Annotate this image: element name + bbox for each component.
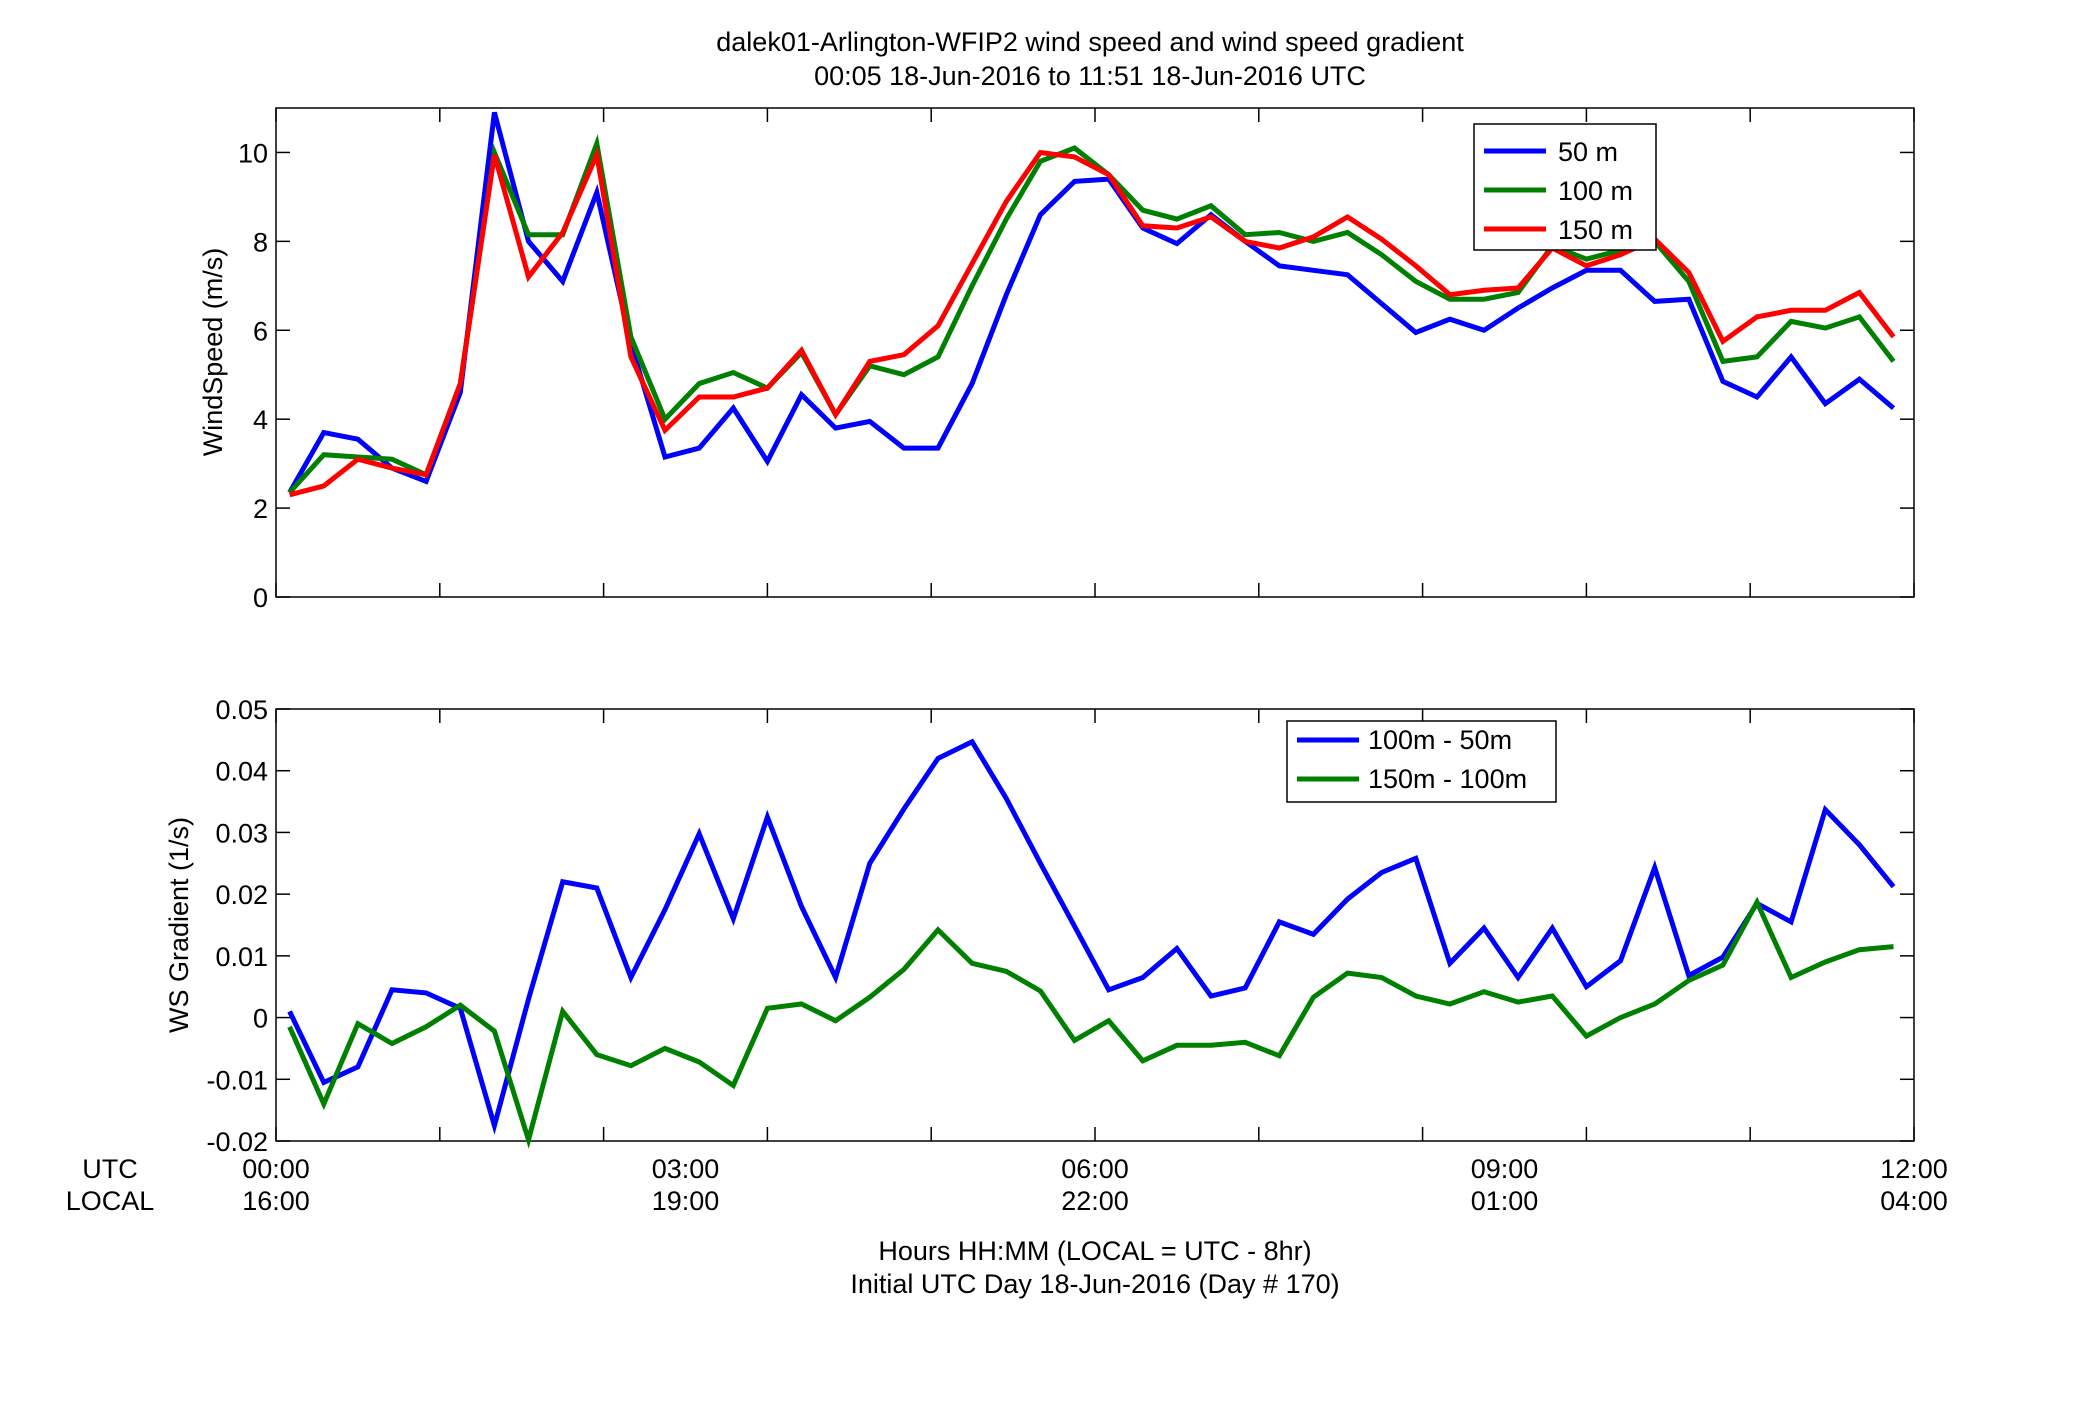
gradient-y-tick-label: 0.01 — [215, 942, 268, 972]
local-tick-label: 16:00 — [242, 1186, 310, 1216]
utc-tick-label: 06:00 — [1061, 1154, 1129, 1184]
x-axis-label-line1: Hours HH:MM (LOCAL = UTC - 8hr) — [878, 1236, 1311, 1266]
windspeed-y-tick-label: 6 — [253, 316, 268, 346]
utc-tick-label: 03:00 — [652, 1154, 720, 1184]
gradient-series-lines — [287, 738, 1896, 1149]
x-axis-label-line2: Initial UTC Day 18-Jun-2016 (Day # 170) — [850, 1269, 1339, 1299]
windspeed-y-axis-label: WindSpeed (m/s) — [198, 248, 228, 457]
local-tick-label: 22:00 — [1061, 1186, 1129, 1216]
gradient-y-tick-label: -0.02 — [206, 1127, 268, 1157]
utc-tick-label: 00:00 — [242, 1154, 310, 1184]
gradient-y-tick-label: 0.02 — [215, 880, 268, 910]
figure-title-line1: dalek01-Arlington-WFIP2 wind speed and w… — [716, 27, 1464, 57]
gradient-y-tick-label: 0.05 — [215, 695, 268, 725]
windspeed-y-ticks: 0 2 4 6 8 10 — [238, 138, 1914, 613]
windspeed-x-ticks — [275, 108, 1915, 597]
gradient-legend-box — [1286, 720, 1557, 803]
gradient-y-ticks: -0.02 -0.01 0 0.01 0.02 0.03 0.04 0.05 — [206, 695, 1914, 1157]
gradient-legend: 100m - 50m 150m - 100m — [1286, 720, 1557, 803]
gradient-y-tick-label: 0 — [253, 1004, 268, 1034]
local-tick-label: 01:00 — [1471, 1186, 1539, 1216]
windspeed-y-tick-label: 4 — [253, 405, 268, 435]
gradient-y-tick-label: 0.04 — [215, 757, 268, 787]
windspeed-panel: 0 2 4 6 8 10 WindSpeed (m/s) 50 m 100 m 150 m — [198, 107, 1915, 613]
windspeed-series-50m — [287, 111, 1896, 494]
gradient-axes-box — [275, 708, 1915, 1142]
gradient-series-150m-100m — [287, 896, 1894, 1149]
legend-label-150m: 150 m — [1558, 215, 1633, 245]
gradient-x-ticks — [275, 709, 1915, 1141]
figure-title-line2: 00:05 18-Jun-2016 to 11:51 18-Jun-2016 U… — [814, 61, 1366, 91]
windspeed-y-tick-label: 8 — [253, 227, 268, 257]
gradient-panel: -0.02 -0.01 0 0.01 0.02 0.03 0.04 0.05 WS Gradi… — [164, 695, 1915, 1157]
legend-label-100m-50m: 100m - 50m — [1368, 725, 1512, 755]
windspeed-y-tick-label: 2 — [253, 494, 268, 524]
utc-tick-label: 12:00 — [1880, 1154, 1948, 1184]
legend-label-50m: 50 m — [1558, 137, 1618, 167]
legend-label-150m-100m: 150m - 100m — [1368, 764, 1527, 794]
gradient-y-tick-label: 0.03 — [215, 818, 268, 848]
legend-label-100m: 100 m — [1558, 176, 1633, 206]
gradient-y-tick-label: -0.01 — [206, 1065, 268, 1095]
windspeed-series-150m — [288, 146, 1896, 498]
local-tick-label: 04:00 — [1880, 1186, 1948, 1216]
utc-row-label: UTC — [82, 1154, 138, 1184]
windspeed-legend: 50 m 100 m 150 m — [1473, 123, 1657, 251]
windspeed-y-tick-label: 10 — [238, 138, 268, 168]
utc-tick-label: 09:00 — [1471, 1154, 1539, 1184]
windspeed-y-tick-label: 0 — [253, 583, 268, 613]
local-tick-label: 19:00 — [652, 1186, 720, 1216]
gradient-y-axis-label: WS Gradient (1/s) — [164, 817, 194, 1033]
gradient-series-100m-50m — [287, 738, 1896, 1135]
local-row-label: LOCAL — [66, 1186, 155, 1216]
